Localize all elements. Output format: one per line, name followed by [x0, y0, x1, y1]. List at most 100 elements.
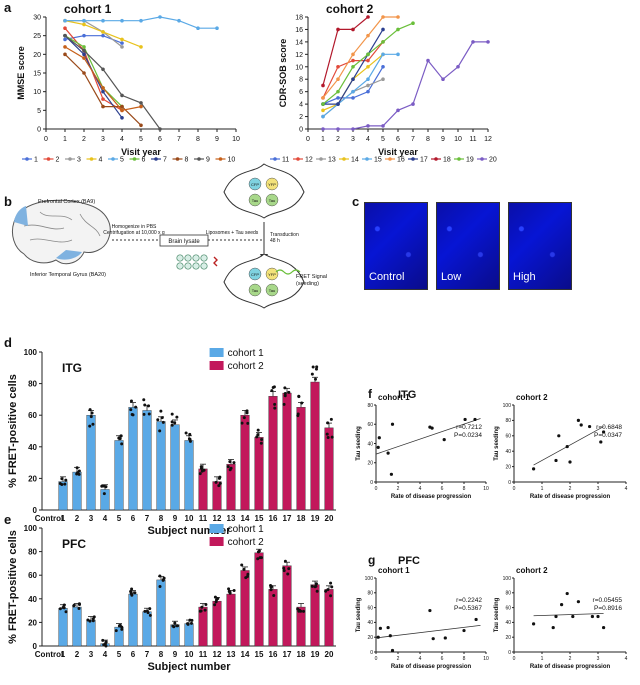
y-tick-label: 100 [24, 348, 38, 357]
data-point [175, 415, 179, 419]
x-tick-label: 6 [441, 656, 444, 662]
x-tick-label: 8 [196, 136, 200, 143]
y-tick-label: 10 [33, 89, 41, 96]
data-point [283, 391, 287, 395]
legend-label-12: 12 [305, 157, 313, 164]
scatter-point [565, 591, 569, 596]
liposome-icon [184, 262, 192, 270]
legend-marker-7 [154, 157, 158, 161]
x-tick-label: 9 [441, 136, 445, 143]
reporter-protein-label: Tau [252, 198, 258, 203]
scatter-point [565, 444, 569, 449]
series-point-7 [82, 52, 86, 57]
x-tick-label: 2 [569, 486, 572, 492]
panel-label-f: f [368, 387, 373, 401]
data-point [143, 403, 147, 407]
series-point-18 [321, 83, 325, 88]
micrograph-high: High [508, 202, 572, 290]
legend-label-8: 8 [185, 157, 189, 164]
data-point [217, 476, 221, 480]
x-tick-label: 5 [139, 136, 143, 143]
y-tick-label: 0 [508, 650, 511, 656]
scatter-point [473, 417, 477, 422]
temporal-region [56, 250, 82, 260]
x-tick-label: 18 [297, 514, 306, 523]
series-line-18 [322, 16, 369, 86]
series-point-18 [351, 27, 355, 32]
scatter-point [532, 467, 536, 471]
x-tick-label: 10 [232, 136, 240, 143]
data-point [227, 587, 231, 591]
data-point [72, 603, 76, 607]
series-point-19 [321, 102, 325, 106]
data-point [62, 606, 66, 610]
legend-marker-6 [132, 157, 137, 161]
data-point [160, 416, 164, 420]
legend-marker-4 [89, 157, 94, 161]
data-point [272, 593, 276, 597]
x-tick-label: 0 [375, 656, 378, 662]
data-point [173, 621, 177, 625]
x-axis-label: Rate of disease progression [391, 494, 472, 500]
data-point [204, 603, 208, 607]
y-tick-label: 60 [505, 605, 511, 611]
bar [254, 437, 264, 511]
data-point [114, 629, 118, 633]
x-tick-label: 1 [61, 650, 66, 659]
x-tick-label: 19 [311, 650, 320, 659]
data-point [229, 466, 233, 470]
data-point [176, 624, 180, 628]
series-point-20 [411, 102, 415, 106]
scatter-title: cohort 1 [378, 393, 410, 402]
data-point [329, 417, 333, 421]
series-point-7 [120, 116, 124, 120]
series-point-8 [63, 52, 67, 57]
y-tick-label: 14 [295, 39, 303, 46]
series-line-15 [322, 53, 398, 118]
bar [324, 589, 334, 647]
series-point-10 [63, 45, 67, 49]
data-point [273, 406, 277, 410]
legend-label-19: 19 [466, 157, 474, 164]
bar [142, 410, 152, 511]
series-point-8 [101, 104, 105, 109]
data-point [314, 367, 318, 371]
series-point-13 [366, 83, 370, 88]
x-tick-label: Control [35, 514, 63, 523]
legend-swatch-cohort1 [209, 524, 224, 533]
x-tick-label: 6 [441, 486, 444, 492]
data-point [200, 605, 204, 609]
legend-marker-17 [411, 157, 415, 161]
legend-swatch-cohort1 [209, 348, 224, 357]
series-point-1 [63, 37, 67, 42]
data-point [156, 418, 160, 422]
x-tick-label: 2 [397, 656, 400, 662]
data-point [296, 607, 300, 611]
scatter-point [431, 637, 435, 641]
data-point [246, 421, 250, 425]
data-point [313, 377, 317, 381]
series-point-20 [486, 40, 490, 44]
series-point-17 [381, 27, 385, 32]
data-point [300, 401, 304, 405]
x-tick-label: 1 [61, 514, 66, 523]
series-point-9 [82, 48, 86, 53]
x-tick-label: 9 [173, 650, 178, 659]
data-point [62, 603, 66, 607]
y-tick-label: 0 [370, 480, 373, 486]
micrograph-low: Low [436, 202, 500, 290]
data-point [329, 581, 333, 585]
x-tick-label: 10 [185, 650, 194, 659]
series-point-9 [101, 67, 105, 72]
panel-label-a: a [4, 0, 12, 15]
x-axis-label: Rate of disease progression [530, 494, 611, 500]
correlation-r: r=0.05455 [593, 597, 623, 604]
x-tick-label: 4 [625, 656, 628, 662]
scatter-point [443, 636, 447, 640]
data-point [189, 621, 193, 625]
series-point-5 [82, 18, 86, 23]
data-point [147, 404, 151, 408]
x-axis-label: Subject number [147, 661, 231, 673]
series-point-20 [336, 127, 340, 131]
